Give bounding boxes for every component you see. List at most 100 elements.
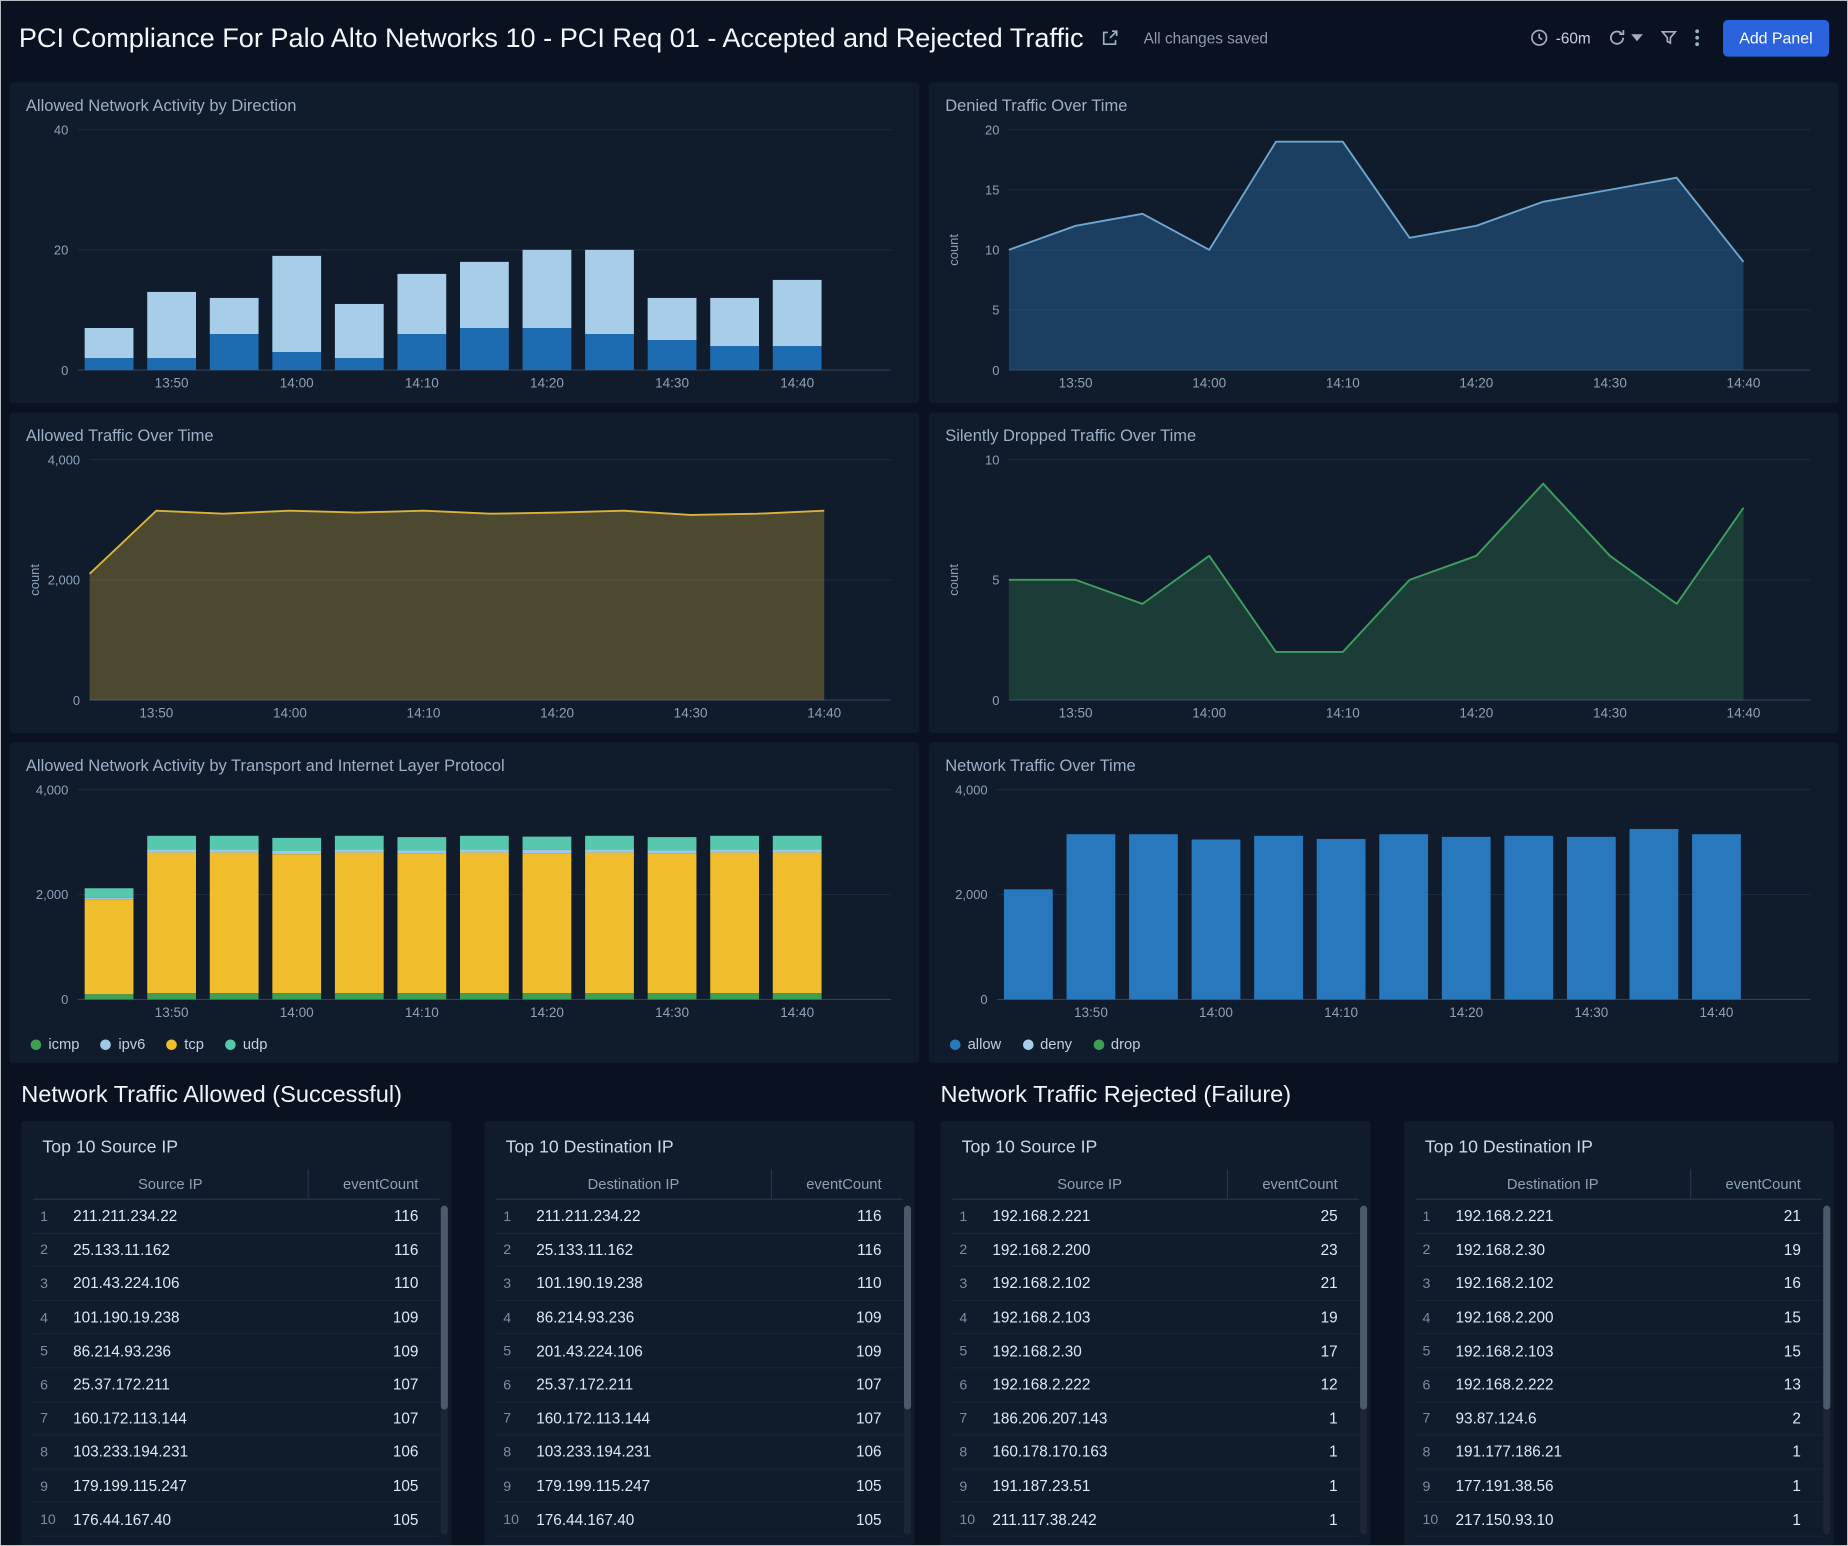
allowed-by-direction-chart[interactable]: 0 20 40 13:50 14:00 14:10 14:20 14:30 14:40 — [26, 120, 903, 393]
table-row[interactable]: 6 192.168.2.222 13 — [1415, 1368, 1823, 1402]
ip-cell: 192.168.2.103 — [992, 1308, 1091, 1326]
chart-legend: allow deny drop — [945, 1029, 1822, 1060]
table-row[interactable]: 10 176.44.167.40 105 — [32, 1503, 440, 1537]
count-cell: 1 — [1329, 1409, 1338, 1428]
table-row[interactable]: 3 192.168.2.102 21 — [952, 1267, 1359, 1301]
scrollbar-thumb[interactable] — [903, 1205, 912, 1410]
table-row[interactable]: 9 179.199.115.247 105 — [496, 1469, 903, 1504]
ip-cell: 192.168.2.222 — [1455, 1375, 1554, 1394]
table-row[interactable]: 8 103.233.194.231 106 — [496, 1436, 903, 1470]
table-row[interactable]: 7 93.87.124.6 2 — [1415, 1402, 1823, 1436]
table-row[interactable]: 8 160.178.170.163 1 — [952, 1436, 1359, 1470]
table-row[interactable]: 5 86.214.93.236 109 — [32, 1335, 440, 1369]
table-row[interactable]: 4 192.168.2.200 15 — [1415, 1301, 1823, 1335]
legend-item-deny[interactable]: deny — [1022, 1036, 1072, 1052]
legend-label: tcp — [184, 1035, 204, 1053]
legend-item-allow[interactable]: allow — [949, 1036, 1001, 1052]
table-row[interactable]: 6 25.37.172.211 107 — [32, 1368, 440, 1402]
scrollbar-thumb[interactable] — [1360, 1205, 1368, 1410]
svg-text:14:10: 14:10 — [1326, 706, 1360, 721]
row-index: 10 — [959, 1511, 976, 1528]
refresh-icon[interactable] — [1607, 28, 1626, 47]
filter-icon[interactable] — [1659, 28, 1678, 47]
table-row[interactable]: 6 25.37.172.211 107 — [496, 1368, 903, 1402]
table-row[interactable]: 9 179.199.115.247 105 — [32, 1469, 440, 1504]
table-row[interactable]: 1 192.168.2.221 25 — [952, 1200, 1359, 1234]
time-range[interactable]: -60m — [1555, 28, 1591, 47]
network-traffic-chart[interactable]: 0 2,000 4,000 13:50 14:00 14:10 14:20 14:30 14:4… — [945, 780, 1822, 1023]
row-index: 6 — [503, 1376, 512, 1393]
clock-icon[interactable] — [1530, 28, 1549, 47]
section-title-allowed: Network Traffic Allowed (Successful) — [21, 1081, 402, 1108]
row-index: 2 — [40, 1241, 48, 1258]
table-row[interactable]: 10 217.150.93.10 1 — [1415, 1503, 1823, 1537]
scrollbar-thumb[interactable] — [1823, 1205, 1831, 1410]
table-title: Top 10 Source IP — [42, 1137, 179, 1158]
column-header-ip[interactable]: Destination IP — [1506, 1175, 1599, 1193]
table-row[interactable]: 7 160.172.113.144 107 — [496, 1402, 903, 1436]
table-row[interactable]: 1 211.211.234.22 116 — [32, 1200, 440, 1234]
legend-item-udp[interactable]: udp — [225, 1036, 267, 1052]
table-row[interactable]: 3 201.43.224.106 110 — [32, 1267, 440, 1301]
column-header-ip[interactable]: Destination IP — [587, 1175, 680, 1193]
column-header-eventcount[interactable]: eventCount — [1226, 1169, 1359, 1199]
column-header-ip[interactable]: Source IP — [137, 1175, 203, 1193]
allowed-over-time-chart[interactable]: 0 2,000 4,000 count 13:50 14:00 14:10 14:20 14:3… — [26, 450, 903, 723]
table-row[interactable]: 3 101.190.19.238 110 — [496, 1267, 903, 1301]
table-row[interactable]: 3 192.168.2.102 16 — [1415, 1267, 1823, 1301]
table-row[interactable]: 4 192.168.2.103 19 — [952, 1301, 1359, 1335]
table-row[interactable]: 9 177.191.38.56 1 — [1415, 1469, 1823, 1504]
svg-text:14:40: 14:40 — [1699, 1005, 1733, 1020]
legend-item-tcp[interactable]: tcp — [166, 1035, 204, 1053]
scrollbar-thumb[interactable] — [440, 1205, 448, 1410]
table-row[interactable]: 9 191.187.23.51 1 — [952, 1469, 1359, 1504]
denied-over-time-chart[interactable]: 0 5 10 15 20 count 13:50 14:00 14:10 14:20 14:30 14… — [945, 120, 1822, 393]
share-icon[interactable] — [1100, 28, 1120, 48]
table-row[interactable]: 6 192.168.2.222 12 — [952, 1368, 1359, 1402]
count-cell: 106 — [392, 1443, 419, 1461]
table-row[interactable]: 10 176.44.167.40 105 — [496, 1503, 903, 1537]
table-row[interactable]: 8 103.233.194.231 106 — [32, 1436, 440, 1470]
silently-dropped-chart[interactable]: 0 5 10 count 13:50 14:00 14:10 14:20 14:30 14:40 — [945, 450, 1822, 723]
row-index: 8 — [503, 1443, 512, 1461]
column-header-ip[interactable]: Source IP — [1057, 1175, 1122, 1193]
add-panel-button[interactable]: Add Panel — [1722, 19, 1830, 56]
table-row[interactable]: 5 201.43.224.106 109 — [496, 1335, 903, 1369]
table-allowed-top-destination-ip: Top 10 Destination IP Destination IP eve… — [484, 1120, 915, 1546]
table-row[interactable]: 1 211.211.234.22 116 — [496, 1200, 903, 1234]
svg-text:10: 10 — [985, 243, 999, 258]
table-row[interactable]: 4 86.214.93.236 109 — [496, 1301, 903, 1335]
chevron-down-icon[interactable] — [1630, 34, 1643, 42]
by-protocol-chart[interactable]: 0 2,000 4,000 13:50 14:00 14:10 14:20 14:30 14:4… — [26, 780, 903, 1023]
table-row[interactable]: 7 186.206.207.143 1 — [952, 1402, 1359, 1436]
count-cell: 110 — [857, 1274, 882, 1293]
column-header-eventcount[interactable]: eventCount — [770, 1169, 903, 1199]
table-row[interactable]: 10 211.117.38.242 1 — [952, 1503, 1359, 1537]
table-row[interactable]: 8 191.177.186.21 1 — [1415, 1436, 1823, 1470]
column-header-eventcount[interactable]: eventCount — [307, 1169, 440, 1199]
table-row[interactable]: 5 192.168.2.30 17 — [952, 1335, 1359, 1369]
table-row[interactable]: 7 160.172.113.144 107 — [32, 1402, 440, 1436]
svg-text:15: 15 — [985, 182, 999, 197]
svg-text:14:00: 14:00 — [280, 376, 314, 391]
table-row[interactable]: 2 25.133.11.162 116 — [32, 1233, 440, 1268]
table-row[interactable]: 5 192.168.2.103 15 — [1415, 1335, 1823, 1369]
table-row[interactable]: 1 192.168.2.221 21 — [1415, 1200, 1823, 1234]
svg-text:14:20: 14:20 — [540, 706, 574, 721]
table-row[interactable]: 4 101.190.19.238 109 — [32, 1301, 440, 1335]
ip-cell: 211.117.38.242 — [992, 1510, 1097, 1529]
row-index: 1 — [1422, 1207, 1431, 1225]
table-row[interactable]: 2 192.168.2.200 23 — [952, 1233, 1359, 1268]
table-row[interactable]: 2 192.168.2.30 19 — [1415, 1233, 1823, 1268]
svg-text:14:30: 14:30 — [1574, 1005, 1608, 1020]
legend-item-icmp[interactable]: icmp — [30, 1036, 79, 1052]
table-row[interactable]: 2 25.133.11.162 116 — [496, 1233, 903, 1268]
legend-item-ipv6[interactable]: ipv6 — [100, 1036, 145, 1052]
ip-cell: 192.168.2.221 — [1455, 1207, 1554, 1225]
panel-silently-dropped: Silently Dropped Traffic Over Time 0 5 10 c… — [928, 412, 1839, 734]
column-header-eventcount[interactable]: eventCount — [1690, 1169, 1822, 1199]
kebab-menu-icon[interactable] — [1694, 28, 1699, 47]
legend-item-drop[interactable]: drop — [1093, 1036, 1140, 1052]
row-index: 10 — [503, 1511, 519, 1528]
